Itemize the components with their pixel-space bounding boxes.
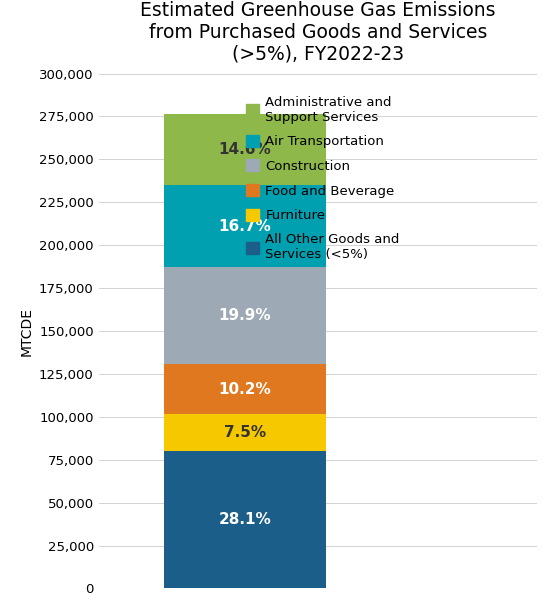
Bar [164,114,326,185]
Title: Estimated Greenhouse Gas Emissions
from Purchased Goods and Services
(>5%), FY20: Estimated Greenhouse Gas Emissions from … [140,1,495,64]
Text: 28.1%: 28.1% [219,512,271,527]
Text: 16.7%: 16.7% [219,219,271,234]
Bar [164,267,326,365]
Text: 10.2%: 10.2% [219,382,271,397]
Bar [164,365,326,414]
Bar [164,414,326,451]
Y-axis label: MTCDE: MTCDE [20,306,33,356]
Legend: Administrative and
Support Services, Air Transportation, Construction, Food and : Administrative and Support Services, Air… [246,96,399,261]
Text: 14.6%: 14.6% [219,142,271,157]
Text: 19.9%: 19.9% [219,308,271,323]
Bar [164,451,326,588]
Bar [164,185,326,267]
Text: 7.5%: 7.5% [224,425,266,440]
